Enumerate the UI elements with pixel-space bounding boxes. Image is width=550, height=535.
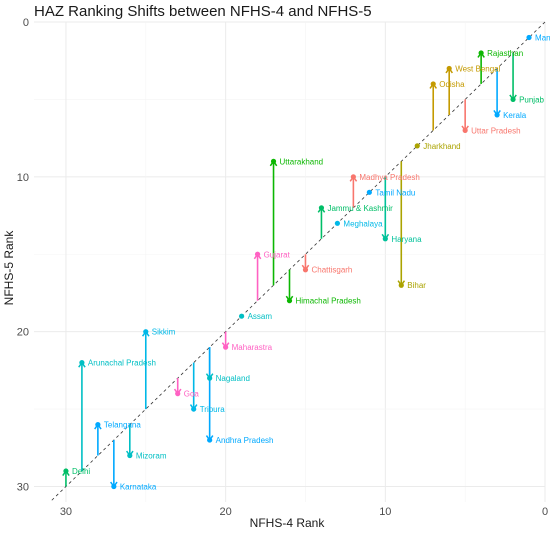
point-label: Bihar: [407, 281, 426, 290]
point-label: Mizoram: [136, 452, 167, 461]
point-label: Goa: [184, 390, 200, 399]
point-label: Meghalaya: [343, 219, 383, 228]
point-label: Andhra Pradesh: [216, 436, 274, 445]
data-point: [175, 391, 181, 397]
point-label: Jharkhand: [423, 142, 460, 151]
point-label: Karnataka: [120, 483, 157, 492]
x-tick-label: 0: [542, 506, 548, 518]
x-axis-label: NFHS-4 Rank: [250, 516, 326, 530]
point-label: West Bengal: [455, 64, 500, 73]
chart-title: HAZ Ranking Shifts between NFHS-4 and NF…: [34, 3, 372, 20]
data-point: [191, 406, 197, 412]
point-label: Chattisgarh: [311, 266, 352, 275]
data-point: [430, 81, 436, 87]
data-point: [302, 267, 309, 273]
point-label: Jammu & Kashmir: [327, 204, 393, 213]
data-point: [207, 375, 213, 381]
rank-shift-lines: [62, 51, 517, 488]
data-point: [127, 452, 133, 459]
data-point: [414, 143, 420, 149]
x-tick-label: 20: [220, 506, 232, 518]
point-label: Rajasthan: [487, 49, 523, 58]
data-point: [366, 189, 372, 195]
data-point: [446, 65, 452, 72]
point-label: Himachal Pradesh: [296, 297, 361, 306]
data-point: [478, 50, 484, 56]
y-tick-label: 10: [17, 172, 29, 184]
x-tick-label: 30: [60, 506, 72, 518]
x-tick-label: 10: [379, 506, 391, 518]
y-tick-label: 0: [23, 17, 29, 29]
data-points: [63, 34, 532, 490]
axis-ticks: 30 20 10 0 0 10 20 30: [17, 17, 548, 518]
data-point: [238, 313, 245, 319]
data-point: [382, 236, 388, 242]
point-label: Telangana: [104, 421, 141, 430]
point-label: Manipur: [535, 33, 550, 42]
data-point: [350, 174, 356, 180]
data-point: [462, 127, 468, 133]
point-label: Delhi: [72, 467, 90, 476]
y-axis-label: NFHS-5 Rank: [2, 230, 16, 306]
data-point: [494, 112, 500, 118]
point-labels: Manipur Rajasthan Punjab Kerala West Bengal U…: [72, 33, 550, 491]
point-label: Tripura: [200, 405, 226, 414]
data-point: [270, 158, 277, 164]
point-label: Uttar Pradesh: [471, 126, 520, 135]
grid-lines: [34, 21, 546, 502]
data-point: [398, 282, 404, 288]
data-point: [207, 437, 213, 443]
data-point: [223, 344, 229, 350]
point-label: Arunachal Pradesh: [88, 359, 156, 368]
point-label: Tamil Nadu: [375, 188, 415, 197]
point-label: Haryana: [391, 235, 422, 244]
data-point: [79, 360, 85, 366]
data-point: [63, 468, 69, 474]
point-label: Madhya Pradesh: [359, 173, 419, 182]
reference-diagonal-line: [49, 21, 546, 503]
point-label: Sikkim: [152, 328, 176, 337]
data-point: [286, 298, 293, 304]
point-label: Punjab: [519, 95, 544, 104]
point-label: Gujarat: [264, 250, 291, 259]
data-point: [526, 34, 532, 41]
point-label: Kerala: [503, 111, 527, 120]
data-point: [334, 220, 341, 226]
data-point: [95, 421, 101, 428]
point-label: Assam: [248, 312, 273, 321]
data-point: [111, 483, 117, 490]
point-label: Uttarakhand: [280, 157, 324, 166]
y-tick-label: 20: [17, 327, 29, 339]
data-point: [510, 96, 516, 103]
data-point: [318, 205, 325, 211]
data-point: [254, 251, 261, 257]
y-tick-label: 30: [17, 482, 29, 494]
point-label: Maharastra: [232, 343, 273, 352]
data-point: [143, 329, 149, 335]
point-label: Odisha: [439, 80, 465, 89]
point-label: Nagaland: [216, 374, 250, 383]
